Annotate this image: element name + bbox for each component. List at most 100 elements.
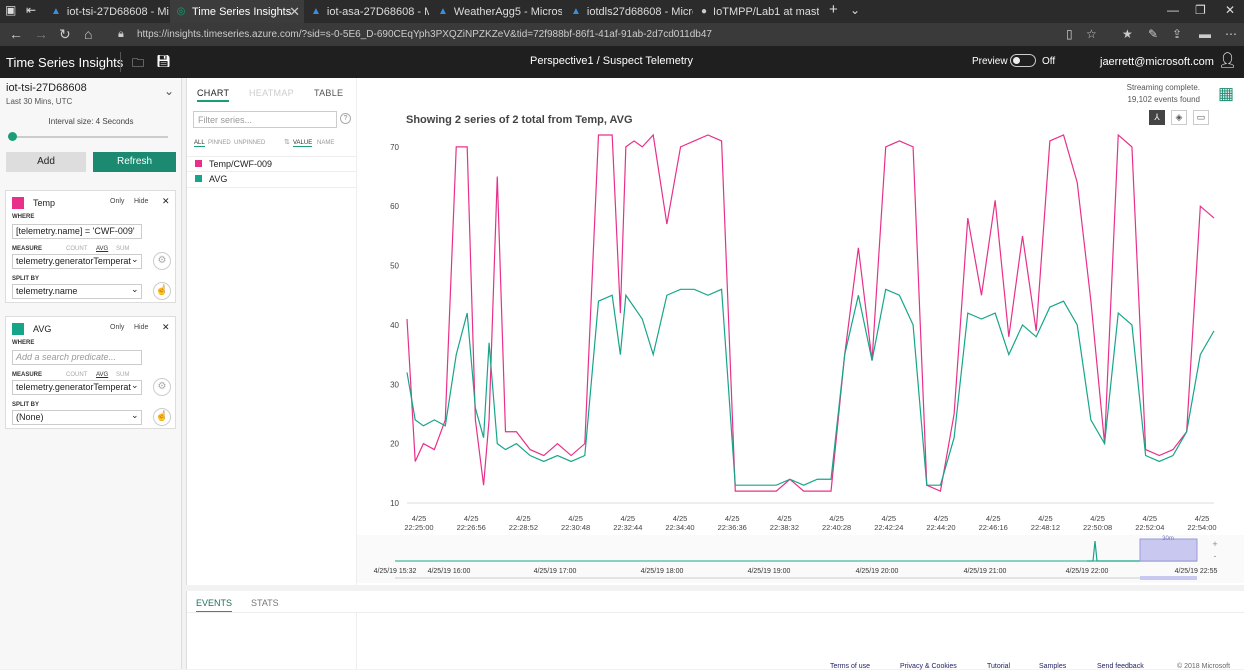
interval-slider-handle[interactable] [8, 132, 17, 141]
touch-icon[interactable]: ☝ [153, 408, 171, 426]
github-icon: ● [701, 5, 708, 17]
zoom-out-icon[interactable]: - [1214, 551, 1217, 561]
measure-select[interactable]: telemetry.generatorTemperat [12, 380, 142, 395]
chevron-down-icon[interactable]: ⌄ [850, 3, 861, 17]
sort-name[interactable]: NAME [317, 140, 335, 146]
measure-avg[interactable]: AVG [96, 246, 109, 252]
series-row[interactable]: AVG [187, 172, 356, 188]
app-title: Time Series Insights [6, 55, 124, 70]
series-line[interactable] [406, 133, 1215, 492]
split-by-select[interactable]: (None) [12, 410, 142, 425]
grid-icon[interactable]: ▦ [1217, 84, 1235, 103]
pen-icon[interactable]: ✎ [1148, 27, 1159, 41]
chevron-down-icon[interactable]: ⌄ [164, 84, 175, 98]
measure-sum[interactable]: SUM [116, 372, 130, 378]
where-field[interactable]: Add a search predicate... [12, 350, 142, 365]
tab-table[interactable]: TABLE [314, 88, 344, 98]
tab-actions-icon[interactable]: ▣ [5, 3, 17, 17]
home-icon[interactable]: ⌂ [84, 26, 93, 42]
x-tick-label: 22:28:52 [509, 523, 538, 532]
filter-all[interactable]: ALL [194, 140, 205, 147]
series-row[interactable]: Temp/CWF-009 [187, 156, 356, 172]
zoom-in-icon[interactable]: + [1212, 539, 1217, 549]
gear-icon[interactable]: ⚙ [153, 378, 171, 396]
footer-tutorial[interactable]: Tutorial [987, 663, 1011, 670]
extension-icon[interactable]: ▬ [1199, 27, 1211, 41]
measure-select[interactable]: telemetry.generatorTemperat [12, 254, 142, 269]
browser-tab-1[interactable]: ▲ iot-tsi-27D68608 - Microsof [45, 0, 169, 23]
new-tab-icon[interactable]: + [829, 1, 838, 18]
hide-button[interactable]: Hide [134, 198, 149, 205]
only-button[interactable]: Only [110, 324, 125, 331]
streaming-text: Streaming complete. [1126, 83, 1200, 92]
series-line[interactable] [406, 288, 1215, 486]
measure-count[interactable]: COUNT [66, 372, 88, 378]
footer-privacy[interactable]: Privacy & Cookies [900, 663, 957, 670]
tab-preview-icon[interactable]: ⇤ [26, 3, 37, 17]
browser-tab-5[interactable]: ▲ iotdls27d68608 - Microsoft [565, 0, 693, 23]
touch-icon[interactable]: ☝ [153, 282, 171, 300]
browser-tab-4[interactable]: ▲ WeatherAgg5 - Microsoft A [432, 0, 562, 23]
reading-view-icon[interactable]: ▯ [1066, 27, 1073, 41]
url-field[interactable]: https://insights.timeseries.azure.com/?s… [137, 29, 712, 40]
sort-value[interactable]: VALUE [293, 140, 313, 147]
environment-name[interactable]: iot-tsi-27D68608 [6, 82, 87, 94]
add-button[interactable]: Add [6, 152, 86, 172]
back-icon[interactable]: ← [9, 26, 23, 42]
favorites-icon[interactable]: ★ [1122, 27, 1133, 41]
hide-button[interactable]: Hide [134, 324, 149, 331]
line-chart[interactable]: 102030405060704/2522:25:004/2522:26:564/… [357, 105, 1244, 535]
tab-stats[interactable]: STATS [251, 598, 279, 608]
footer-samples[interactable]: Samples [1039, 663, 1067, 670]
x-tick-label: 4/25 [725, 514, 740, 523]
gear-icon[interactable]: ⚙ [153, 252, 171, 270]
more-icon[interactable]: ⋯ [1225, 27, 1237, 41]
measure-count[interactable]: COUNT [66, 246, 88, 252]
filter-unpinned[interactable]: UNPINNED [234, 140, 266, 146]
refresh-icon[interactable]: ↻ [59, 26, 71, 42]
minimize-icon[interactable]: — [1167, 3, 1179, 17]
preview-toggle[interactable] [1010, 54, 1036, 67]
timeline-label: 4/25/19 17:00 [534, 568, 577, 575]
user-email[interactable]: jaerrett@microsoft.com [1100, 56, 1214, 68]
browser-tab-6[interactable]: ● IoTMPP/Lab1 at master · jae [695, 0, 819, 23]
line-chart-icon[interactable]: ⅄ [1149, 110, 1165, 125]
timeline-brush-chart[interactable]: 30m 4/25/19 15:32 4/25/19 16:00 4/25/19 17:… [187, 535, 1244, 583]
tab-heatmap[interactable]: HEATMAP [249, 88, 294, 98]
share-icon[interactable]: ⇪ [1172, 27, 1183, 41]
timeline-label: 4/25/19 15:32 [374, 568, 417, 575]
open-folder-icon[interactable]: 🗀︎ [132, 56, 145, 70]
series-filter-input[interactable]: Filter series... [193, 111, 337, 128]
favorite-star-icon[interactable]: ☆ [1086, 27, 1097, 41]
footer-terms[interactable]: Terms of use [830, 663, 871, 670]
y-tick-label: 40 [390, 321, 399, 330]
filter-pinned[interactable]: PINNED [208, 140, 231, 146]
close-window-icon[interactable]: ✕ [1225, 3, 1236, 17]
only-button[interactable]: Only [110, 198, 125, 205]
x-tick-label: 22:38:32 [770, 523, 799, 532]
interval-slider[interactable] [12, 136, 168, 138]
timeline-scroll-handle[interactable] [1140, 576, 1197, 580]
where-field[interactable]: [telemetry.name] = 'CWF-009' [12, 224, 142, 239]
footer-feedback[interactable]: Send feedback [1097, 663, 1144, 670]
measure-avg[interactable]: AVG [96, 372, 109, 378]
browser-tab-2[interactable]: ◎ Time Series Insights ✕ [170, 0, 304, 23]
tab-chart[interactable]: CHART [197, 88, 230, 102]
user-icon[interactable]: 👤︎ [1218, 52, 1238, 69]
save-icon[interactable]: 💾︎ [156, 54, 172, 68]
browser-tab-3[interactable]: ▲ iot-asa-27D68608 - Microsc [305, 0, 429, 23]
remove-term-icon[interactable]: ✕ [162, 196, 170, 206]
measure-sum[interactable]: SUM [116, 246, 130, 252]
timeline-brush[interactable] [1139, 538, 1198, 562]
close-tab-icon[interactable]: ✕ [289, 4, 300, 19]
forward-icon[interactable]: → [34, 26, 48, 42]
split-by-select[interactable]: telemetry.name [12, 284, 142, 299]
restore-icon[interactable]: ❐ [1195, 3, 1206, 17]
comment-icon[interactable]: ▭ [1193, 110, 1209, 125]
tab-events[interactable]: EVENTS [196, 598, 233, 613]
help-icon[interactable]: ? [340, 113, 351, 124]
refresh-button[interactable]: Refresh [93, 152, 176, 172]
remove-term-icon[interactable]: ✕ [162, 322, 170, 332]
layers-icon[interactable]: ◈ [1171, 110, 1187, 125]
divider [356, 612, 357, 669]
